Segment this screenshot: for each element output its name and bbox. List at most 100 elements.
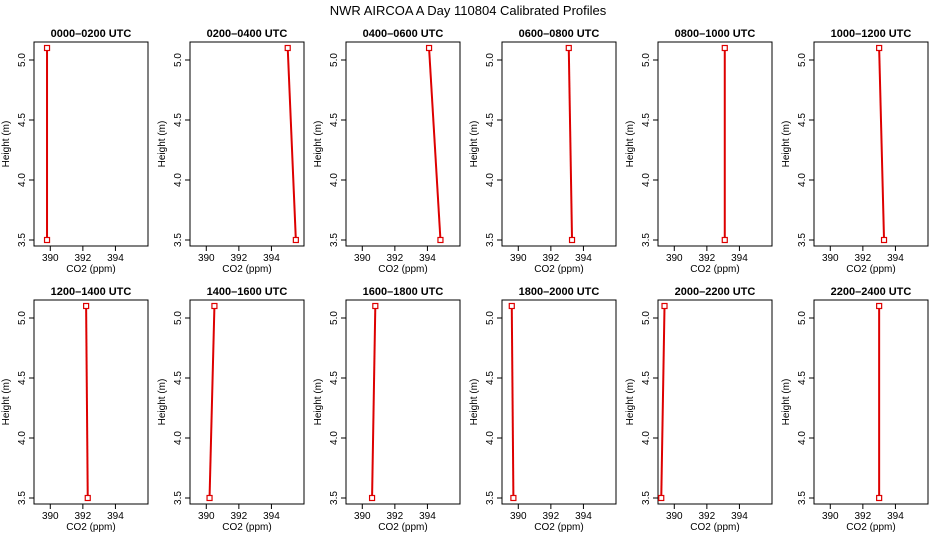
x-tick-label: 394 — [887, 253, 904, 264]
data-point — [292, 236, 299, 244]
profile-panel: 1400–1600 UTC 390 392 394 3.5 4.0 4.5 5.0 CO2 (p… — [157, 286, 305, 533]
y-tick-label: 4.0 — [485, 173, 496, 187]
y-tick-label: 4.0 — [17, 173, 28, 187]
y-tick-label: 5.0 — [797, 311, 808, 325]
x-axis-label: CO2 (ppm) — [534, 264, 583, 275]
y-tick-label: 4.0 — [173, 431, 184, 445]
x-tick-label: 392 — [855, 253, 872, 264]
x-tick-label: 390 — [510, 511, 527, 522]
x-tick-label: 392 — [75, 253, 92, 264]
x-tick-label: 392 — [699, 511, 716, 522]
y-axis-label: Height (m) — [1, 379, 12, 426]
x-tick-label: 394 — [263, 511, 280, 522]
y-axis-label: Height (m) — [781, 379, 792, 426]
data-point — [83, 302, 90, 310]
profile-line — [85, 305, 89, 499]
x-tick-label: 394 — [887, 511, 904, 522]
y-tick-label: 4.0 — [797, 173, 808, 187]
x-tick-label: 390 — [198, 253, 215, 264]
profile-panel: 0400–0600 UTC 390 392 394 3.5 4.0 4.5 5.0 CO2 (p… — [313, 28, 461, 275]
data-point — [658, 494, 665, 502]
profile-line — [510, 305, 515, 499]
y-tick-label: 4.5 — [641, 371, 652, 385]
y-tick-label: 3.5 — [173, 491, 184, 505]
y-tick-label: 4.5 — [17, 371, 28, 385]
y-tick-label: 4.0 — [641, 431, 652, 445]
panel-title: 0200–0400 UTC — [207, 28, 288, 40]
y-tick-label: 4.0 — [641, 173, 652, 187]
x-tick-label: 390 — [198, 511, 215, 522]
y-tick-label: 4.5 — [329, 113, 340, 127]
data-point — [43, 236, 51, 244]
x-tick-label: 394 — [575, 511, 592, 522]
y-tick-label: 3.5 — [17, 233, 28, 247]
x-tick-label: 392 — [543, 253, 560, 264]
panel-title: 1600–1800 UTC — [363, 286, 444, 298]
y-axis-label: Height (m) — [313, 379, 324, 426]
x-tick-label: 392 — [75, 511, 92, 522]
x-tick-label: 392 — [699, 253, 716, 264]
y-tick-label: 5.0 — [173, 53, 184, 67]
data-point — [880, 236, 888, 244]
x-tick-label: 390 — [822, 511, 839, 522]
y-axis-label: Height (m) — [1, 121, 12, 168]
panel-title: 0600–0800 UTC — [519, 28, 600, 40]
y-axis-label: Height (m) — [781, 121, 792, 168]
plot-frame — [657, 41, 773, 247]
x-tick-label: 394 — [731, 253, 748, 264]
data-point — [211, 302, 218, 310]
data-point — [661, 302, 668, 310]
y-tick-label: 5.0 — [641, 311, 652, 325]
panel-title: 1800–2000 UTC — [519, 286, 600, 298]
y-axis-label: Height (m) — [625, 379, 636, 426]
plot-frame — [189, 41, 305, 247]
y-tick-label: 3.5 — [17, 491, 28, 505]
data-point — [876, 302, 883, 310]
y-tick-label: 3.5 — [797, 233, 808, 247]
x-tick-label: 394 — [107, 511, 124, 522]
data-point — [372, 302, 379, 310]
panel-grid: 0000–0200 UTC 390 392 394 3.5 4.0 4.5 5.0 CO2 (p… — [1, 28, 929, 533]
data-point — [425, 44, 433, 52]
data-point — [368, 494, 376, 502]
x-tick-label: 392 — [231, 511, 248, 522]
profile-line — [878, 47, 886, 241]
x-tick-label: 390 — [42, 253, 59, 264]
y-tick-label: 3.5 — [329, 233, 340, 247]
x-tick-label: 394 — [575, 253, 592, 264]
x-axis-label: CO2 (ppm) — [222, 522, 271, 533]
x-tick-label: 390 — [354, 511, 371, 522]
x-tick-label: 392 — [543, 511, 560, 522]
y-axis-label: Height (m) — [625, 121, 636, 168]
y-tick-label: 4.5 — [641, 113, 652, 127]
profile-line — [567, 47, 574, 241]
profile-panel: 0600–0800 UTC 390 392 394 3.5 4.0 4.5 5.0 CO2 (p… — [469, 28, 617, 275]
x-tick-label: 392 — [387, 253, 404, 264]
y-tick-label: 4.0 — [329, 431, 340, 445]
profile-panel: 1800–2000 UTC 390 392 394 3.5 4.0 4.5 5.0 CO2 (p… — [469, 286, 617, 533]
profile-panel: 0200–0400 UTC 390 392 394 3.5 4.0 4.5 5.0 CO2 (p… — [157, 28, 305, 275]
panel-title: 1400–1600 UTC — [207, 286, 288, 298]
data-point — [510, 494, 517, 502]
y-tick-label: 5.0 — [173, 311, 184, 325]
data-point — [876, 44, 883, 52]
plot-frame — [345, 299, 461, 505]
y-tick-label: 5.0 — [329, 311, 340, 325]
x-tick-label: 392 — [855, 511, 872, 522]
x-tick-label: 390 — [666, 511, 683, 522]
profile-panel: 0800–1000 UTC 390 392 394 3.5 4.0 4.5 5.0 CO2 (p… — [625, 28, 773, 275]
data-point — [565, 44, 572, 52]
x-tick-label: 394 — [419, 511, 436, 522]
x-axis-label: CO2 (ppm) — [66, 522, 115, 533]
panel-title: 0800–1000 UTC — [675, 28, 756, 40]
x-tick-label: 394 — [731, 511, 748, 522]
y-tick-label: 4.5 — [485, 371, 496, 385]
x-axis-label: CO2 (ppm) — [534, 522, 583, 533]
y-tick-label: 4.0 — [485, 431, 496, 445]
x-axis-label: CO2 (ppm) — [66, 264, 115, 275]
x-tick-label: 390 — [42, 511, 59, 522]
x-tick-label: 390 — [354, 253, 371, 264]
y-tick-label: 5.0 — [797, 53, 808, 67]
y-axis-label: Height (m) — [469, 379, 480, 426]
profile-panel: 1200–1400 UTC 390 392 394 3.5 4.0 4.5 5.0 CO2 (p… — [1, 286, 149, 533]
